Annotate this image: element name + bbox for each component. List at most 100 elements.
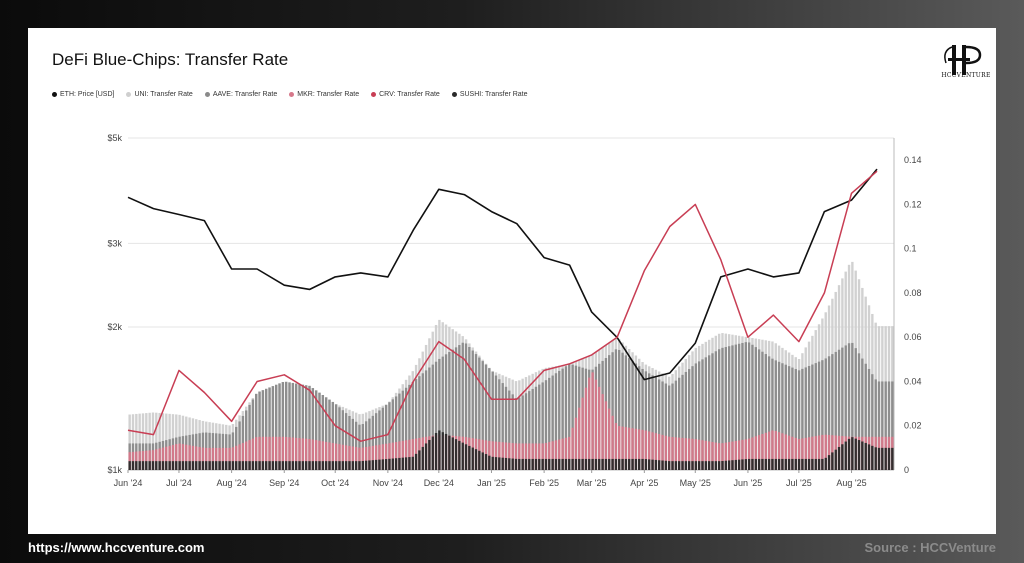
bar xyxy=(704,357,708,470)
bar xyxy=(777,432,781,470)
bar xyxy=(338,461,341,470)
bar xyxy=(331,443,335,470)
bar xyxy=(747,438,751,470)
bar xyxy=(235,461,238,470)
bar xyxy=(245,461,248,470)
bar xyxy=(178,461,181,470)
bar xyxy=(211,447,215,470)
bar xyxy=(294,461,298,470)
bar xyxy=(314,390,318,470)
x-tick-label: Feb '25 xyxy=(529,478,559,488)
bar xyxy=(631,458,634,470)
bar xyxy=(275,384,278,470)
bar xyxy=(534,386,538,470)
y-left-tick-label: $2k xyxy=(107,322,122,332)
bar xyxy=(727,442,731,470)
legend-dot-icon xyxy=(204,91,210,97)
bar xyxy=(624,427,628,470)
bar xyxy=(155,412,158,470)
bar xyxy=(814,363,817,470)
bar xyxy=(634,363,638,470)
bar xyxy=(161,461,165,470)
bar xyxy=(514,443,518,470)
bar xyxy=(158,412,161,470)
bar xyxy=(774,430,777,470)
bar xyxy=(628,358,631,470)
bars-aave-transfer-rate xyxy=(128,342,894,470)
bar xyxy=(784,434,787,470)
bar xyxy=(724,460,728,470)
bar xyxy=(754,458,757,470)
bar xyxy=(311,461,315,470)
bar xyxy=(271,436,275,470)
bar xyxy=(351,461,355,470)
bar xyxy=(428,367,431,470)
y-right-tick-label: 0.04 xyxy=(904,376,922,386)
bar xyxy=(641,429,644,470)
bar xyxy=(138,413,141,470)
bar xyxy=(331,401,335,470)
bar xyxy=(414,453,418,470)
bar xyxy=(534,458,538,470)
bar xyxy=(841,347,844,470)
bar xyxy=(584,387,588,470)
bar xyxy=(564,458,568,470)
bar xyxy=(654,433,658,470)
bar xyxy=(671,383,674,470)
bar xyxy=(528,458,531,470)
bar xyxy=(887,447,891,470)
x-tick-label: Jun '24 xyxy=(114,478,143,488)
bar xyxy=(378,410,381,470)
bar xyxy=(501,442,504,470)
bar xyxy=(268,461,271,470)
bar xyxy=(498,379,501,470)
bar xyxy=(165,461,168,470)
legend-item-mkr-transfer-rate: MKR: Transfer Rate xyxy=(289,88,359,100)
bar xyxy=(887,381,891,470)
bar xyxy=(644,459,648,470)
bar xyxy=(794,437,797,470)
bar xyxy=(448,435,451,470)
bar xyxy=(771,358,774,470)
bar xyxy=(451,437,454,470)
line-crv-transfer-rate xyxy=(127,170,878,442)
bar xyxy=(717,461,721,470)
chart-card: DeFi Blue-Chips: Transfer Rate ETH: Pric… xyxy=(28,28,996,534)
bar xyxy=(314,461,318,470)
bar xyxy=(754,436,757,470)
bar xyxy=(175,444,178,470)
bar xyxy=(391,442,394,470)
bar xyxy=(717,349,721,470)
bar xyxy=(724,442,728,470)
bar xyxy=(787,458,791,470)
bar xyxy=(807,437,811,470)
bar xyxy=(558,370,561,470)
bar xyxy=(814,458,817,470)
hcc-logo-icon xyxy=(944,45,982,75)
bar xyxy=(215,461,218,470)
bar xyxy=(334,404,338,470)
bar xyxy=(711,353,714,470)
bar xyxy=(518,443,521,470)
bar xyxy=(284,436,288,470)
bar xyxy=(864,363,867,470)
bar xyxy=(734,344,738,470)
bar xyxy=(667,436,671,470)
bar xyxy=(634,428,638,470)
bar xyxy=(618,426,621,470)
bar xyxy=(737,440,741,470)
bar xyxy=(681,437,684,470)
bar xyxy=(331,461,335,470)
website-url: https://www.hccventure.com xyxy=(28,540,205,555)
bar xyxy=(781,363,784,470)
bar xyxy=(221,447,225,470)
bar xyxy=(148,412,151,470)
bar xyxy=(248,440,251,470)
bar xyxy=(514,458,518,470)
bar xyxy=(648,459,651,470)
bar xyxy=(271,461,275,470)
bar xyxy=(731,460,734,470)
bar xyxy=(488,368,491,470)
bar xyxy=(674,380,678,470)
bar xyxy=(634,458,638,470)
